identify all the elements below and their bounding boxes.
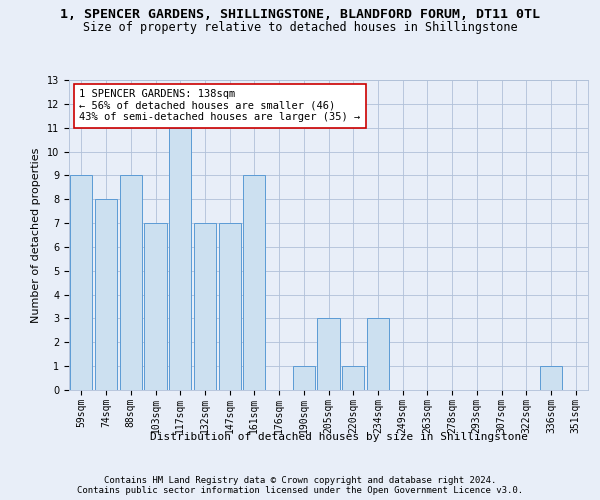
- Bar: [145, 223, 167, 390]
- Text: Distribution of detached houses by size in Shillingstone: Distribution of detached houses by size …: [150, 432, 528, 442]
- Bar: [342, 366, 364, 390]
- Text: 1, SPENCER GARDENS, SHILLINGSTONE, BLANDFORD FORUM, DT11 0TL: 1, SPENCER GARDENS, SHILLINGSTONE, BLAND…: [60, 8, 540, 20]
- Text: Contains HM Land Registry data © Crown copyright and database right 2024.: Contains HM Land Registry data © Crown c…: [104, 476, 496, 485]
- Text: Size of property relative to detached houses in Shillingstone: Size of property relative to detached ho…: [83, 21, 517, 34]
- Bar: [317, 318, 340, 390]
- Bar: [95, 199, 117, 390]
- Bar: [540, 366, 562, 390]
- Bar: [70, 176, 92, 390]
- Bar: [218, 223, 241, 390]
- Bar: [194, 223, 216, 390]
- Bar: [367, 318, 389, 390]
- Bar: [293, 366, 315, 390]
- Text: Contains public sector information licensed under the Open Government Licence v3: Contains public sector information licen…: [77, 486, 523, 495]
- Bar: [169, 128, 191, 390]
- Text: 1 SPENCER GARDENS: 138sqm
← 56% of detached houses are smaller (46)
43% of semi-: 1 SPENCER GARDENS: 138sqm ← 56% of detac…: [79, 90, 361, 122]
- Y-axis label: Number of detached properties: Number of detached properties: [31, 148, 41, 322]
- Bar: [243, 176, 265, 390]
- Bar: [119, 176, 142, 390]
